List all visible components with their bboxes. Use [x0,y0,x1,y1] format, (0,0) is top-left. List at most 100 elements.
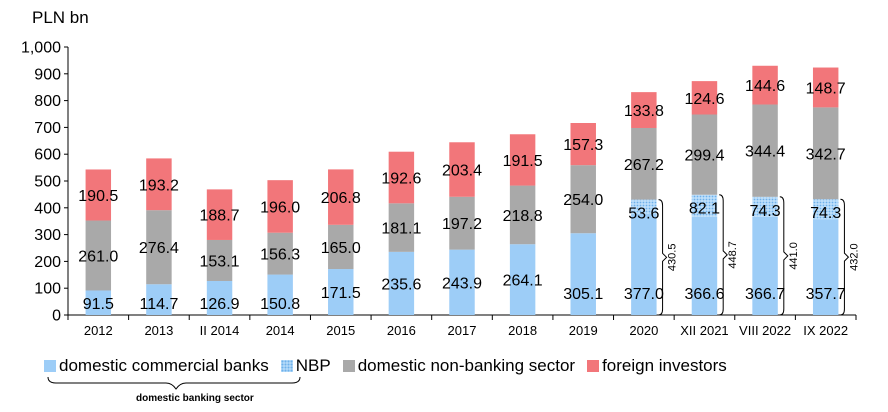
bar-segment-domestic-non-banking-sector [328,224,354,270]
data-label: 82.1 [689,201,720,218]
bar-segment-domestic-commercial-banks [509,244,536,315]
x-tick-label: 2018 [508,323,537,338]
data-label: 165.0 [321,240,361,257]
data-label: 124.6 [684,91,724,108]
bracket-annotation [840,198,850,316]
data-label: 156.3 [260,247,300,264]
data-label: 181.1 [381,221,421,238]
y-tick-label: 300 [34,227,61,244]
data-label: 357.7 [806,286,846,303]
bar-segment-domestic-non-banking-sector [388,203,415,252]
bar-segment-foreign-investors [631,92,657,128]
bar-segment-nbp [631,199,657,214]
data-label: 206.8 [321,190,361,207]
data-label: 193.2 [139,177,179,194]
data-label: 157.3 [563,137,603,154]
x-tick-label: 2017 [448,323,477,338]
bar-segment-domestic-non-banking-sector [570,165,596,234]
data-label: 150.8 [260,296,300,313]
y-tick-label: 100 [34,281,61,298]
bar-segment-domestic-commercial-banks [570,233,596,315]
bar-segment-domestic-non-banking-sector [267,232,293,275]
bar-segment-nbp [812,199,839,220]
legend-label: domestic commercial banks [59,356,269,375]
legend-label: NBP [295,356,331,375]
data-label: 366.7 [745,286,785,303]
bar-segment-domestic-non-banking-sector [691,114,718,195]
x-tick-label: 2015 [326,323,355,338]
data-label: 114.7 [139,296,178,313]
data-label: 218.8 [503,208,543,225]
bar-segment-domestic-non-banking-sector [752,104,778,197]
y-tick-label: 700 [34,120,61,137]
plot-area: 0 100 200 300 400 500 600 700 800 900 1,000 2012 201… [21,40,860,339]
bar-segment-domestic-non-banking-sector [509,185,536,245]
bar-segment-domestic-commercial-banks [631,213,657,315]
data-label: 133.8 [624,103,664,120]
bracket-label: 448.7 [727,241,739,269]
legend: domestic commercial banks NBP domestic n… [44,355,739,377]
x-tick-label: 2019 [569,323,598,338]
bar-segment-domestic-commercial-banks [146,284,172,315]
bar-segment-foreign-investors [328,169,354,225]
bar-segment-foreign-investors [146,158,172,211]
bar-segment-foreign-investors [570,123,596,166]
bracket-annotation [719,194,728,316]
x-tick-label: 2016 [387,323,416,338]
bar-segment-domestic-commercial-banks [206,280,233,315]
data-label: 299.4 [684,148,724,165]
bar-segment-foreign-investors [267,180,293,233]
data-label: 342.7 [806,146,846,163]
bar-segment-foreign-investors [812,67,839,108]
legend-swatch-nbp [280,360,293,372]
bar-segment-foreign-investors [691,81,718,115]
bar-segment-domestic-non-banking-sector [206,239,233,281]
bracket-label: 430.5 [667,244,679,272]
y-axis-unit-label: PLN bn [32,8,89,27]
data-label: 144.6 [745,78,785,95]
data-label: 235.6 [381,276,421,293]
x-tick-label: II 2014 [200,323,240,338]
y-tick-label: 0 [52,308,61,325]
bar-segment-domestic-non-banking-sector [146,210,172,285]
x-tick-label: 2012 [84,323,113,338]
data-label: 264.1 [503,273,543,290]
bar-segment-domestic-non-banking-sector [449,196,475,250]
bar-segment-domestic-commercial-banks [449,249,475,315]
legend-label: domestic non-banking sector [357,356,576,375]
y-tick-label: 500 [34,174,61,191]
bar-segment-domestic-commercial-banks [691,216,718,315]
data-label: 191.5 [503,153,543,170]
bar-segment-foreign-investors [449,142,475,197]
data-label: 276.4 [139,240,179,257]
y-tick-label: 900 [34,66,61,83]
data-label: 197.2 [442,216,482,233]
x-tick-label: IX 2022 [803,323,848,338]
group-label-domestic-banking-sector: domestic banking sector [136,393,254,404]
data-label: 190.5 [78,188,118,205]
data-label: 74.3 [810,205,841,222]
data-label: 91.5 [83,296,114,313]
data-label: 366.6 [684,286,724,303]
bar-segment-foreign-investors [752,65,778,105]
data-label: 192.6 [381,171,421,188]
data-label: 126.9 [200,296,240,313]
y-tick-label: 400 [34,200,61,217]
bar-segment-foreign-investors [388,151,415,204]
data-label: 196.0 [260,199,300,216]
legend-item-domestic-commercial-banks: domestic commercial banks [44,356,269,376]
legend-item-domestic-non-banking-sector: domestic non-banking sector [342,356,576,376]
bracket-label: 432.0 [848,243,860,271]
data-label: 148.7 [806,80,846,97]
bar-segment-domestic-non-banking-sector [85,220,112,291]
y-tick-label: 600 [34,147,61,164]
data-label: 74.3 [750,203,781,220]
bar-segment-foreign-investors [509,134,536,186]
bar-segment-domestic-commercial-banks [267,274,293,315]
bar-segment-domestic-commercial-banks [328,269,354,315]
data-label: 344.4 [745,144,785,161]
bar-segment-domestic-commercial-banks [812,219,839,315]
legend-swatch-non-banking [342,360,355,372]
x-tick-label: XII 2021 [680,323,728,338]
x-tick-label: VIII 2022 [739,323,791,338]
